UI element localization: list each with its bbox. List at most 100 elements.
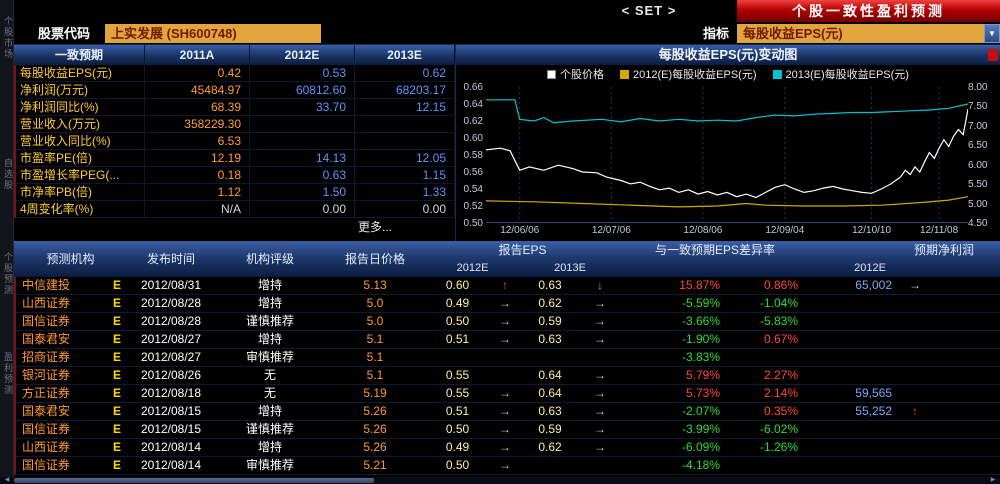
indicator-select[interactable]: 每股收益EPS(元)	[737, 24, 984, 43]
forecast-table-row[interactable]: 招商证券 E 2012/08/27 审慎推荐 5.1 -3.83%	[16, 349, 1000, 367]
legend-swatch-icon	[547, 69, 557, 79]
forecast-org: 国泰君安	[22, 404, 71, 418]
consensus-value-2011a: 1.12	[145, 184, 250, 200]
scroll-right-icon[interactable]: ▶	[990, 477, 996, 483]
forecast-report-price: 5.1	[366, 368, 384, 382]
indicator-dropdown-button[interactable]: ▼	[984, 24, 1000, 43]
sub-header-eps-2012e: 2012E	[456, 262, 489, 274]
forecast-eps-2012e: 0.50	[445, 422, 470, 436]
forecast-date: 2012/08/28	[140, 296, 202, 310]
trend-arrow-icon	[900, 313, 930, 330]
forecast-eps-2012e: 0.50	[445, 458, 470, 472]
y-axis-label-right: 5.00	[968, 198, 988, 210]
consensus-value-2012e: 33.70	[250, 99, 355, 115]
forecast-rating: 增持	[257, 278, 282, 292]
consensus-row: 营业收入同比(%) 6.53	[16, 133, 455, 150]
forecast-expected-profit	[810, 313, 900, 330]
chart-series-line	[486, 196, 968, 208]
forecast-report-price: 5.0	[366, 314, 384, 328]
forecast-expected-profit	[810, 421, 900, 438]
y-axis-label-left: 0.62	[463, 116, 483, 127]
sidebar-vertical-tab[interactable]: 个股预测	[3, 252, 13, 296]
forecast-diff-2012e: -6.09%	[681, 440, 720, 454]
forecast-table-row[interactable]: 国泰君安 E 2012/08/27 增持 5.1 0.51 → 0.63 → -1.90% 0.67…	[16, 331, 1000, 349]
scroll-left-icon[interactable]: ◀	[4, 477, 10, 483]
forecast-table-row[interactable]: 方正证券 E 2012/08/18 无 5.19 0.55 → 0.64 → 5.73% 2.14%…	[16, 385, 1000, 403]
toolbar: 股票代码 上实发展 (SH600748) 指标 每股收益EPS(元) ▼	[14, 22, 1000, 45]
trend-arrow-icon: →	[909, 278, 921, 292]
trend-arrow-icon: →	[499, 386, 511, 400]
trend-arrow-icon: →	[499, 296, 511, 310]
consensus-value-2013e: 68203.17	[355, 82, 455, 98]
x-axis-label: 12/10/10	[852, 225, 892, 236]
chart-series-line	[486, 108, 968, 199]
trend-arrow-icon: →	[594, 332, 606, 346]
forecast-table-row[interactable]: 国泰君安 E 2012/08/15 增持 5.26 0.51 → 0.63 → -2.07% 0.3…	[16, 403, 1000, 421]
y-axis-label-right: 6.50	[968, 140, 988, 152]
consensus-row: 市盈增长率PEG(... 0.18 0.63 1.15	[16, 167, 455, 184]
forecast-rating: 增持	[257, 332, 282, 346]
consensus-row: 市盈率PE(倍) 12.19 14.13 12.05	[16, 150, 455, 167]
forecast-expected-profit	[810, 331, 900, 348]
forecast-org: 国信证券	[22, 458, 71, 472]
consensus-value-2011a: 68.39	[145, 99, 250, 115]
forecast-diff-2012e: 5.73%	[685, 386, 720, 400]
trend-arrow-icon: →	[594, 296, 606, 310]
group-header-expected-profit: 预期净利润	[913, 243, 974, 257]
forecast-table-row[interactable]: 国信证券 E 2012/08/28 谨慎推荐 5.0 0.50 → 0.59 → -3.66% -5…	[16, 313, 1000, 331]
consensus-value-2011a: 0.42	[145, 65, 250, 81]
consensus-value-2012e: 1.50	[250, 184, 355, 200]
consensus-value-2013e: 12.15	[355, 99, 455, 115]
trend-arrow-icon: ↓	[597, 278, 603, 292]
forecast-eps-2013e: 0.59	[538, 314, 562, 328]
chart-plot-area: 0.66 0.64 0.62 0.60 0.58 0.56 0.54 0.52 0.50 8.00…	[456, 82, 1000, 241]
scrollbar-thumb[interactable]	[14, 478, 374, 483]
left-sidebar-strip: 个股市场自选股个股预测盈利预测	[0, 0, 14, 484]
forecast-diff-2012e: -3.66%	[681, 314, 720, 328]
forecast-diff-2013e: 0.67%	[763, 332, 798, 346]
stock-code-input[interactable]: 上实发展 (SH600748)	[105, 24, 321, 43]
sidebar-vertical-tab[interactable]: 盈利预测	[3, 352, 13, 396]
forecast-report-price: 5.13	[363, 278, 387, 292]
horizontal-scrollbar[interactable]: ◀ ▶	[0, 477, 1000, 484]
sidebar-vertical-tab[interactable]: 个股市场	[3, 16, 13, 60]
trend-arrow-icon	[900, 439, 930, 456]
forecast-diff-2013e	[730, 349, 810, 366]
consensus-row: 4周变化率(%) N/A 0.00 0.00	[16, 201, 455, 218]
consensus-table-header: 一致预期 2011A 2012E 2013E	[14, 45, 455, 65]
forecast-flag: E	[112, 368, 121, 382]
chart-title: 每股收益EPS(元)变动图	[658, 47, 798, 62]
forecast-table-row[interactable]: 山西证券 E 2012/08/14 增持 5.26 0.49 → 0.62 → -6.09% -1.…	[16, 439, 1000, 457]
forecast-date: 2012/08/15	[140, 404, 202, 418]
forecast-diff-2012e: -1.90%	[681, 332, 720, 346]
forecast-eps-2013e: 0.64	[538, 386, 562, 400]
forecast-report-price: 5.19	[363, 386, 387, 400]
forecast-table-row[interactable]: 中信建投 E 2012/08/31 增持 5.13 0.60 ↑ 0.63 ↓ 15.87% 0.8…	[16, 277, 1000, 295]
forecast-eps-2013e: 0.63	[538, 404, 562, 418]
y-axis-label-right: 6.00	[968, 159, 988, 171]
forecast-table-row[interactable]: 国信证券 E 2012/08/15 谨慎推荐 5.26 0.50 → 0.59 → -3.99% -…	[16, 421, 1000, 439]
forecast-flag: E	[112, 350, 121, 364]
forecast-report-price: 5.21	[363, 458, 387, 472]
consensus-value-2013e	[355, 116, 455, 132]
forecast-eps-2013e: 0.59	[538, 422, 562, 436]
forecast-diff-2013e: -6.02%	[759, 422, 798, 436]
y-axis-label-left: 0.66	[463, 82, 483, 93]
forecast-report-price: 5.1	[366, 332, 384, 346]
consensus-forecast-panel: 一致预期 2011A 2012E 2013E 每股收益EPS(元) 0.42 0.5…	[14, 45, 455, 241]
more-link[interactable]: 更多...	[358, 220, 393, 234]
sidebar-vertical-tab[interactable]: 自选股	[3, 158, 13, 191]
forecast-expected-profit	[810, 349, 900, 366]
forecast-table-row[interactable]: 银河证券 E 2012/08/26 无 5.1 0.55 0.64 → 5.79% 2.27%	[16, 367, 1000, 385]
consensus-value-2011a: N/A	[145, 201, 250, 217]
forecast-flag: E	[112, 332, 121, 346]
forecast-org: 国信证券	[22, 314, 71, 328]
forecast-date: 2012/08/14	[140, 440, 202, 454]
consensus-value-2011a: 45484.97	[145, 82, 250, 98]
consensus-value-2012e	[250, 133, 355, 149]
trend-arrow-icon: →	[499, 422, 511, 436]
forecast-table-row[interactable]: 国信证券 E 2012/08/14 审慎推荐 5.21 0.50 → -4.18%	[16, 457, 1000, 475]
forecast-table-row[interactable]: 山西证券 E 2012/08/28 增持 5.0 0.49 → 0.62 → -5.59% -1.0…	[16, 295, 1000, 313]
set-button[interactable]: < SET >	[621, 3, 677, 18]
forecast-flag: E	[112, 440, 121, 454]
